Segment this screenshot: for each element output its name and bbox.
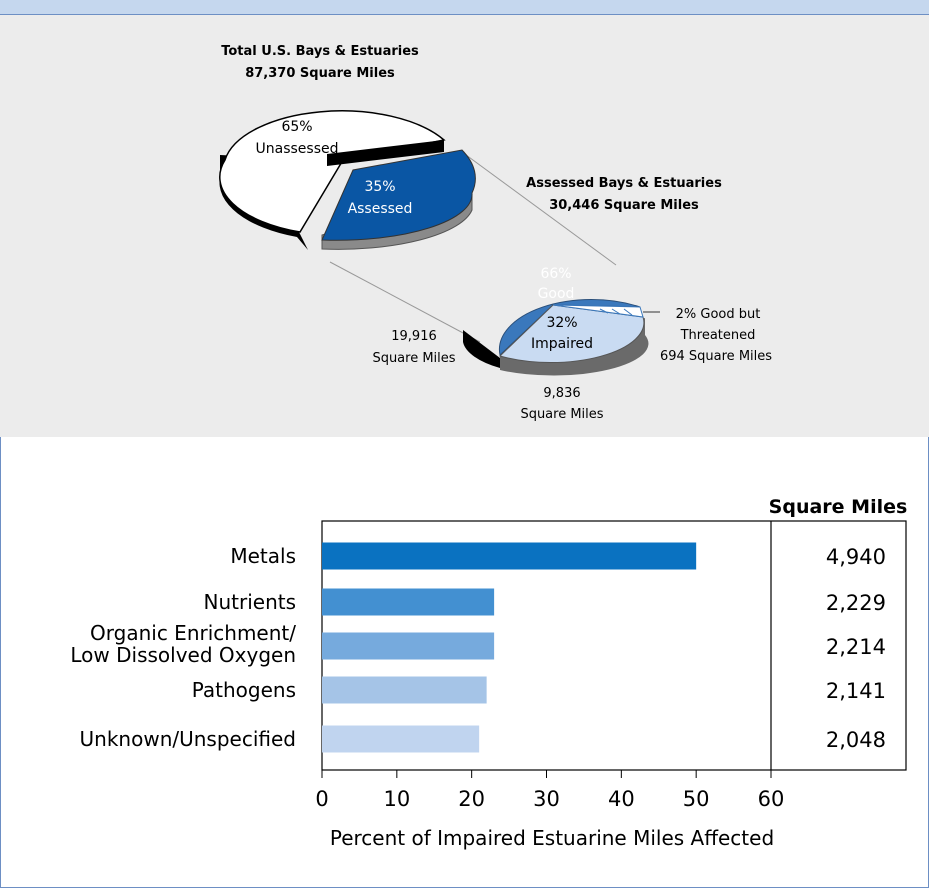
square-mile-values: 4,940 2,229 2,214 2,141 2,048 xyxy=(826,545,886,752)
pie-slice-good xyxy=(463,299,641,368)
bar-2 xyxy=(322,632,495,660)
category-label-4: Unknown/Unspecified xyxy=(80,727,296,751)
x-axis-label: Percent of Impaired Estuarine Miles Affe… xyxy=(330,826,774,850)
connector-line-bottom xyxy=(329,261,481,343)
x-tick-label-4: 40 xyxy=(608,787,635,811)
square-miles-value-4: 2,048 xyxy=(826,728,886,752)
assessed-pct: 35% xyxy=(364,179,395,195)
pie-slice-impaired xyxy=(499,304,649,376)
assessed-title-line2: 30,446 Square Miles xyxy=(549,198,699,213)
impaired-miles-line1: 9,836 xyxy=(543,386,580,401)
bar-chart: Square Miles Metals Nutrients Organic Enri… xyxy=(70,496,908,850)
table-header: Square Miles xyxy=(769,496,908,518)
assessed-title-line1: Assessed Bays & Estuaries xyxy=(526,176,722,191)
pie-slice-threatened xyxy=(552,304,644,318)
good-label: Good xyxy=(538,286,575,302)
category-label-3: Pathogens xyxy=(192,678,296,702)
impaired-label: Impaired xyxy=(531,336,593,352)
impaired-miles-line2: Square Miles xyxy=(520,407,603,422)
unassessed-label: Unassessed xyxy=(256,141,339,157)
x-tick-label-5: 50 xyxy=(683,787,710,811)
x-tick-label-3: 30 xyxy=(533,787,560,811)
threat-line1: 2% Good but xyxy=(676,307,761,322)
good-pct: 66% xyxy=(540,266,571,282)
bars-group xyxy=(322,542,697,753)
x-tick-label-2: 20 xyxy=(458,787,485,811)
category-label-0: Metals xyxy=(230,544,296,568)
bar-0 xyxy=(322,542,697,570)
x-tick-label-0: 0 xyxy=(315,787,328,811)
square-miles-value-3: 2,141 xyxy=(826,679,886,703)
connector-line-top xyxy=(461,151,617,266)
square-miles-value-1: 2,229 xyxy=(826,591,886,615)
bar-4 xyxy=(322,725,480,753)
pie-slice-unassessed xyxy=(219,110,446,250)
x-ticks: 0 10 20 30 40 50 60 xyxy=(315,770,784,811)
square-miles-value-0: 4,940 xyxy=(826,545,886,569)
header-strip xyxy=(0,0,929,15)
pie-slice-assessed xyxy=(321,149,476,250)
threat-line3: 694 Square Miles xyxy=(660,349,772,364)
impaired-pct: 32% xyxy=(546,315,577,331)
x-tick-label-6: 60 xyxy=(758,787,785,811)
total-title-line1: Total U.S. Bays & Estuaries xyxy=(221,44,419,59)
category-label-2: Organic Enrichment/Low Dissolved Oxygen xyxy=(70,621,296,667)
pie-charts: Total U.S. Bays & Estuaries 87,370 Squar… xyxy=(219,44,772,422)
total-title-line2: 87,370 Square Miles xyxy=(245,66,395,81)
category-labels: Metals Nutrients Organic Enrichment/Low Di… xyxy=(70,544,296,751)
good-miles-line2: Square Miles xyxy=(372,351,455,366)
bar-1 xyxy=(322,588,495,616)
square-miles-value-2: 2,214 xyxy=(826,635,886,659)
x-tick-label-1: 10 xyxy=(383,787,410,811)
category-label-1: Nutrients xyxy=(204,590,297,614)
pie-panel xyxy=(0,15,929,437)
bar-3 xyxy=(322,676,487,704)
unassessed-pct: 65% xyxy=(281,119,312,135)
threat-line2: Threatened xyxy=(680,328,756,343)
good-miles-line1: 19,916 xyxy=(391,329,437,344)
assessed-label: Assessed xyxy=(348,201,413,217)
